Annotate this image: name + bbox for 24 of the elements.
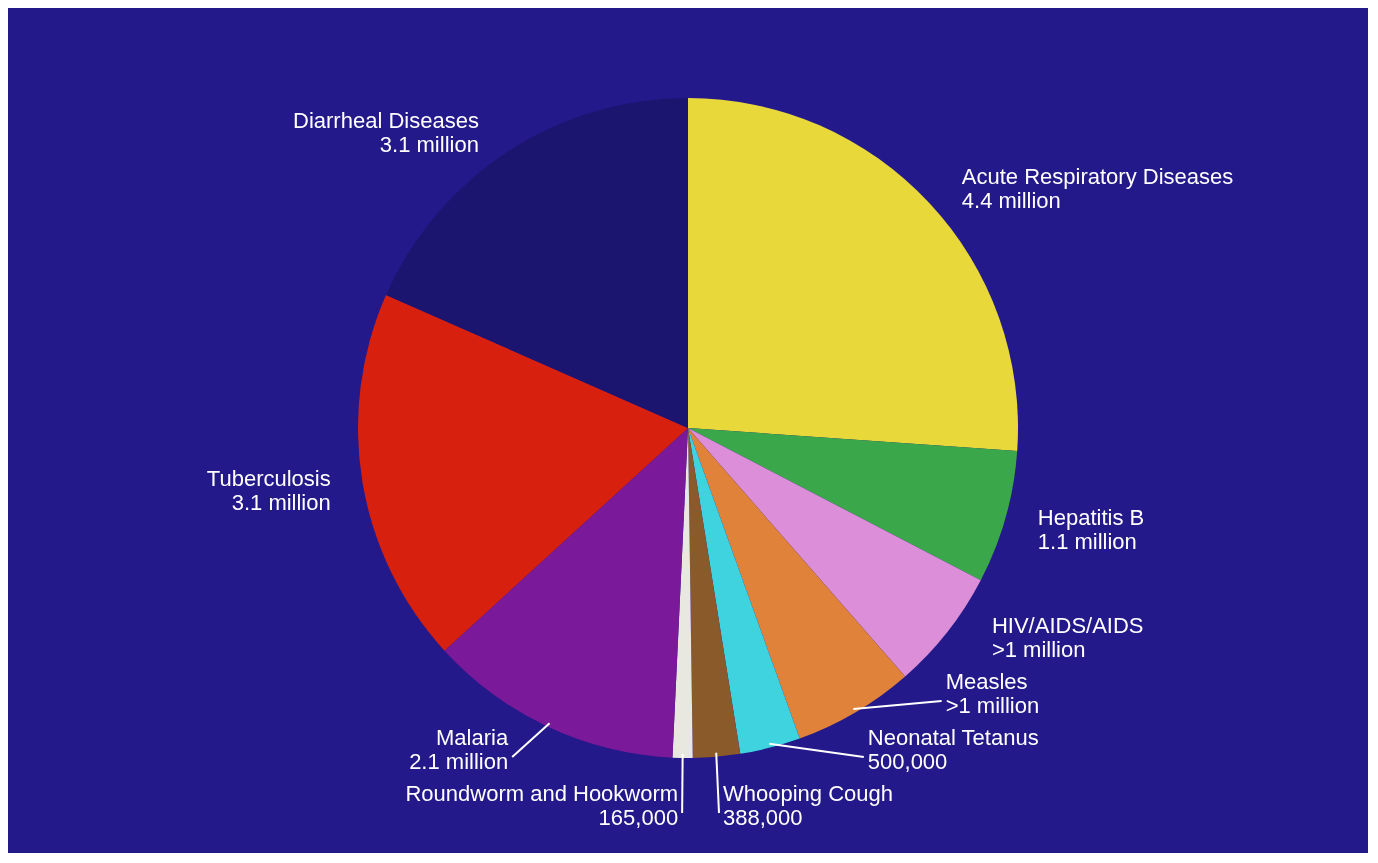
pie-slice bbox=[688, 428, 1018, 581]
slice-label: Whooping Cough bbox=[722, 781, 894, 806]
pie-slice bbox=[688, 428, 800, 754]
slice-label: Acute Respiratory Diseases bbox=[961, 163, 1234, 189]
slice-label: Roundworm and Hookworm bbox=[405, 781, 679, 806]
slice-label: Malaria bbox=[436, 725, 509, 750]
data-label: 1.1 million bbox=[1037, 529, 1137, 555]
data-label: 3.1 million bbox=[231, 490, 331, 516]
slice-label: Neonatal Tetanus bbox=[867, 725, 1039, 750]
slice-label: Tuberculosis bbox=[206, 466, 331, 492]
slice-label: Hepatitis B bbox=[1037, 505, 1145, 531]
data-label: 500,000 bbox=[867, 749, 948, 774]
data-label: 388,000 bbox=[722, 805, 803, 830]
data-label: 4.4 million bbox=[961, 187, 1061, 213]
data-label: 165,000 bbox=[598, 805, 679, 830]
slice-label: HIV/AIDS/AIDS bbox=[991, 613, 1144, 638]
data-label: 3.1 million bbox=[379, 132, 479, 158]
slice-label: Measles bbox=[945, 669, 1028, 694]
pie-slice bbox=[688, 428, 741, 758]
data-label: 2.1 million bbox=[409, 749, 509, 774]
data-label: >1 million bbox=[945, 693, 1040, 718]
pie-slice bbox=[358, 294, 688, 651]
slice-label: Diarrheal Diseases bbox=[293, 108, 479, 134]
data-label: >1 million bbox=[991, 637, 1086, 662]
